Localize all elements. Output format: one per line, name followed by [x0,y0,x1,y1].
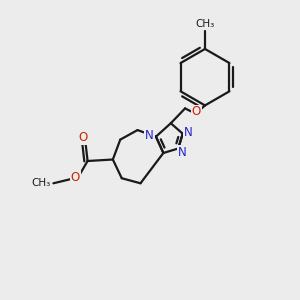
Text: CH₃: CH₃ [195,19,214,29]
Text: O: O [70,171,80,184]
Text: O: O [78,131,88,144]
Text: O: O [191,106,201,118]
Text: N: N [177,146,186,159]
Text: N: N [145,129,154,142]
Text: N: N [184,126,192,139]
Text: CH₃: CH₃ [31,178,50,188]
